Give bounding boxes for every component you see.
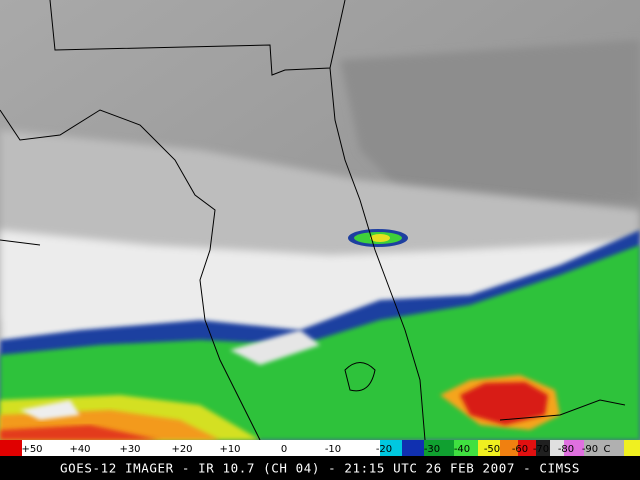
coastlines <box>0 0 625 440</box>
colorbar-label: -10 <box>325 444 341 455</box>
colorbar-unit: C <box>604 444 611 455</box>
colorbar-label: -80 <box>558 444 574 455</box>
colorbar-label: +10 <box>219 444 240 455</box>
colorbar-label: -30 <box>424 444 440 455</box>
colorbar-label: -20 <box>376 444 392 455</box>
imagery <box>0 0 640 440</box>
caption: GOES-12 IMAGER - IR 10.7 (CH 04) - 21:15… <box>60 461 580 476</box>
colorbar-label: -50 <box>484 444 500 455</box>
colorbar: +50 +40 +30 +20 +10 0 -10 -20 -30 -40 -50 -60 -70 -80… <box>0 440 640 456</box>
colorbar-label: -40 <box>454 444 470 455</box>
colorbar-label: -90 <box>582 444 598 455</box>
colorbar-label: +50 <box>21 444 42 455</box>
colorbar-label: +30 <box>119 444 140 455</box>
colorbar-label: +20 <box>171 444 192 455</box>
colorbar-label: -70 <box>533 444 549 455</box>
colorbar-label: +40 <box>69 444 90 455</box>
caption-bar <box>0 456 640 480</box>
colorbar-label: -60 <box>512 444 528 455</box>
colorbar-label: 0 <box>281 444 287 455</box>
